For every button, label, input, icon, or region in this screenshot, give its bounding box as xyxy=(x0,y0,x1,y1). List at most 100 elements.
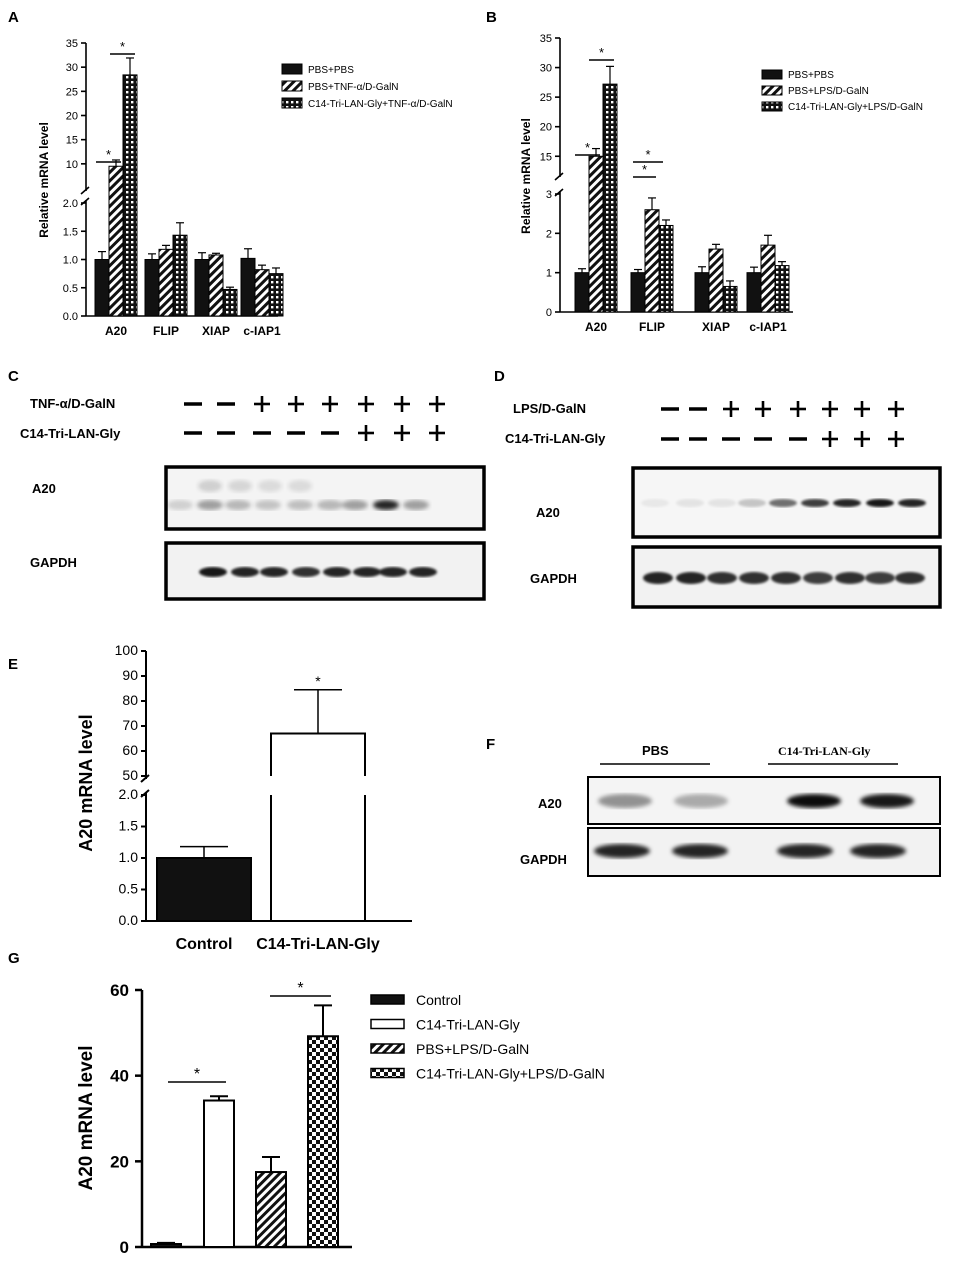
blot-band xyxy=(898,499,926,507)
y-tick-label: 35 xyxy=(540,33,552,45)
x-category-label: FLIP xyxy=(639,320,665,334)
y-tick-label: 25 xyxy=(66,86,78,98)
legend-entry: C14-Tri-LAN-Gly xyxy=(416,1017,520,1033)
bar xyxy=(108,165,124,317)
blot-band xyxy=(255,500,281,510)
blot-c: TNF-α/D-GalN C14-Tri-LAN-Gly A20 GAPDH xyxy=(20,396,486,601)
blot-band xyxy=(323,567,351,577)
y-tick-label: 2.0 xyxy=(119,786,139,802)
bar xyxy=(203,1099,235,1249)
significance-star: * xyxy=(585,140,590,155)
blot-band xyxy=(787,794,841,808)
blot-band xyxy=(835,572,865,584)
bar xyxy=(760,244,776,313)
chart-b: 0 1 2 3 15 20 25 30 35 Relative mRNA level A20 FLIP… xyxy=(519,33,923,334)
blot-f-group2-label: C14-Tri-LAN-Gly xyxy=(778,744,870,758)
y-tick-label: 10 xyxy=(66,159,78,171)
blot-d-gapdh-label: GAPDH xyxy=(530,571,577,586)
chart-a: 0.0 0.5 1.0 1.5 2.0 10 15 20 25 30 35 Relative mRNA… xyxy=(37,38,453,338)
blot-band xyxy=(833,499,861,507)
legend-entry: C14-Tri-LAN-Gly+TNF-α/D-GalN xyxy=(308,99,453,110)
panel-letter-f: F xyxy=(486,736,495,753)
legend-swatch xyxy=(370,1067,405,1079)
blot-band xyxy=(292,567,320,577)
bar xyxy=(150,1243,182,1249)
x-category-label: FLIP xyxy=(153,324,179,338)
blot-band xyxy=(379,567,407,577)
axis-break-mark xyxy=(140,774,150,798)
blot-band xyxy=(707,572,737,584)
y-tick-label: 100 xyxy=(115,642,139,658)
x-category-label: A20 xyxy=(585,320,607,334)
bar xyxy=(158,248,174,317)
blot-band xyxy=(353,567,381,577)
chart-g: 0 20 40 60 A20 mRNA level * * Control C14-Tri-LA… xyxy=(76,980,605,1257)
y-tick-label: 1.5 xyxy=(63,226,78,238)
legend-swatch xyxy=(281,63,303,75)
bar xyxy=(602,83,618,313)
x-category-label: Control xyxy=(176,936,233,953)
panel-letter-a: A xyxy=(8,9,19,26)
blot-band xyxy=(672,844,728,858)
bar xyxy=(144,259,160,317)
y-tick-label: 0.5 xyxy=(119,881,139,897)
blot-band xyxy=(641,499,669,507)
blot-d-row2-label: C14-Tri-LAN-Gly xyxy=(505,431,606,446)
blot-band xyxy=(771,572,801,584)
blot-c-gapdh-label: GAPDH xyxy=(30,555,77,570)
significance-star: * xyxy=(315,673,321,689)
blot-band xyxy=(231,567,259,577)
blot-d-a20-label: A20 xyxy=(536,505,560,520)
panel-letter-c: C xyxy=(8,368,19,385)
blot-f-group1-label: PBS xyxy=(642,743,669,758)
panel-letter-b: B xyxy=(486,9,497,26)
y-tick-label: 20 xyxy=(540,122,552,134)
legend-entry: C14-Tri-LAN-Gly+LPS/D-GalN xyxy=(788,102,923,113)
bar xyxy=(588,155,604,313)
significance-star: * xyxy=(642,162,647,177)
blot-band xyxy=(342,500,368,510)
axis-break-mark xyxy=(80,186,90,206)
bar xyxy=(94,259,110,317)
y-tick-label: 0.5 xyxy=(63,283,78,295)
blot-d: LPS/D-GalN C14-Tri-LAN-Gly A20 GAPDH xyxy=(505,401,942,609)
bar xyxy=(658,224,674,313)
y-tick-label: 35 xyxy=(66,38,78,50)
bar xyxy=(722,285,738,313)
blot-band xyxy=(197,500,223,510)
bar xyxy=(694,272,710,313)
bar xyxy=(222,288,238,317)
y-tick-label: 1 xyxy=(546,268,552,280)
blot-d-row1-label: LPS/D-GalN xyxy=(513,401,586,416)
blot-band xyxy=(643,572,673,584)
axis-break-mark xyxy=(554,172,564,197)
y-axis-title: A20 mRNA level xyxy=(76,1045,97,1190)
bar xyxy=(630,272,646,313)
blot-band xyxy=(676,499,704,507)
y-axis-title: A20 mRNA level xyxy=(76,714,96,851)
blot-band xyxy=(373,500,399,510)
blot-c-a20-label: A20 xyxy=(32,481,56,496)
blot-band xyxy=(228,480,252,492)
blot-f-a20-label: A20 xyxy=(538,796,562,811)
blot-band xyxy=(801,499,829,507)
bar xyxy=(644,209,660,313)
bar xyxy=(574,272,590,313)
blot-f-gapdh-label: GAPDH xyxy=(520,852,567,867)
x-category-label: XIAP xyxy=(702,320,730,334)
legend-entry: PBS+LPS/D-GalN xyxy=(788,86,869,97)
legend-entry: PBS+PBS xyxy=(788,70,834,81)
blot-band xyxy=(199,567,227,577)
bar xyxy=(156,857,252,922)
y-tick-label: 0 xyxy=(546,307,552,319)
significance-star: * xyxy=(645,147,650,162)
y-tick-label: 1.5 xyxy=(119,818,139,834)
legend-entry: PBS+TNF-α/D-GalN xyxy=(308,82,399,93)
blot-band xyxy=(850,844,906,858)
y-tick-label: 0.0 xyxy=(63,311,78,323)
significance-star: * xyxy=(599,45,604,60)
blot-band xyxy=(258,480,282,492)
bar xyxy=(122,74,138,317)
blot-band xyxy=(317,500,343,510)
bar xyxy=(746,272,762,313)
